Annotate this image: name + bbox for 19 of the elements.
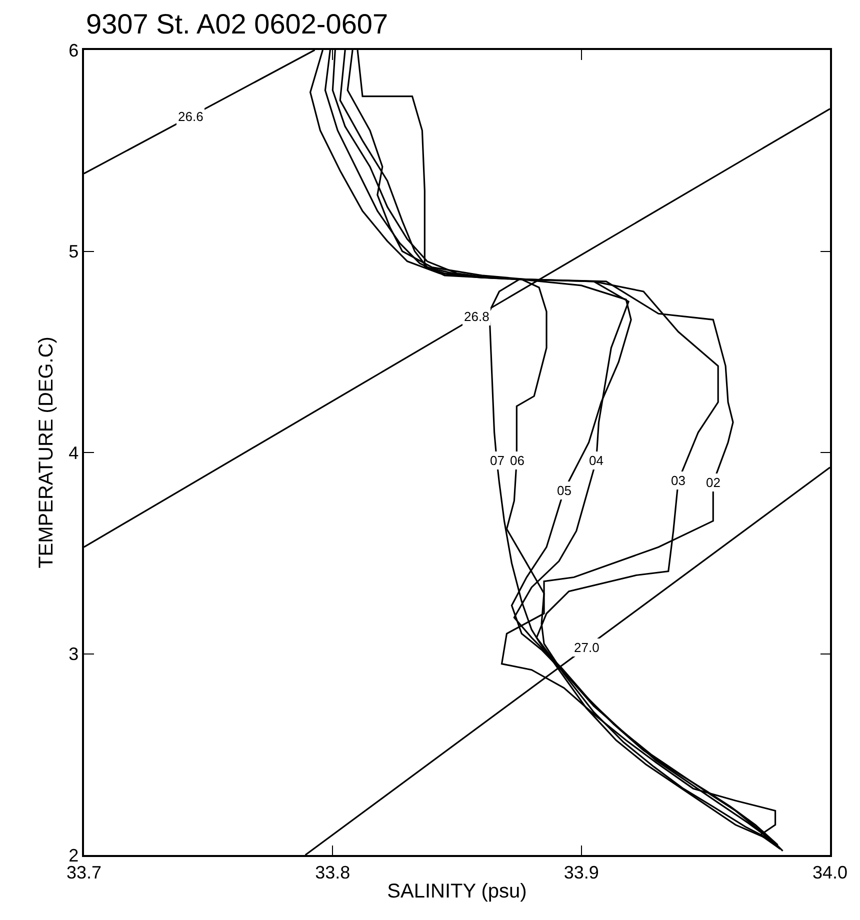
annotation: 07 <box>490 453 504 468</box>
x-tick-label: 34.0 <box>812 862 848 882</box>
y-axis-title: TEMPERATURE (DEG.C) <box>36 336 58 568</box>
x-tick-label: 33.8 <box>315 862 350 882</box>
annotation: 04 <box>589 453 604 468</box>
annotation: 27.0 <box>574 640 600 655</box>
annotation: 26.6 <box>178 109 204 124</box>
y-tick-label: 3 <box>68 644 79 664</box>
y-tick-label: 6 <box>68 40 79 60</box>
annotation: 26.8 <box>464 309 490 324</box>
x-axis-title: SALINITY (psu) <box>387 880 527 902</box>
y-tick-label: 5 <box>68 242 79 262</box>
y-tick-label: 4 <box>68 442 79 463</box>
x-tick-label: 33.9 <box>564 862 599 882</box>
annotation: 06 <box>510 453 524 468</box>
annotation: 05 <box>557 483 572 498</box>
annotation: 02 <box>706 475 720 490</box>
chart-title: 9307 St. A02 0602-0607 <box>86 8 388 40</box>
annotation: 03 <box>671 473 686 488</box>
